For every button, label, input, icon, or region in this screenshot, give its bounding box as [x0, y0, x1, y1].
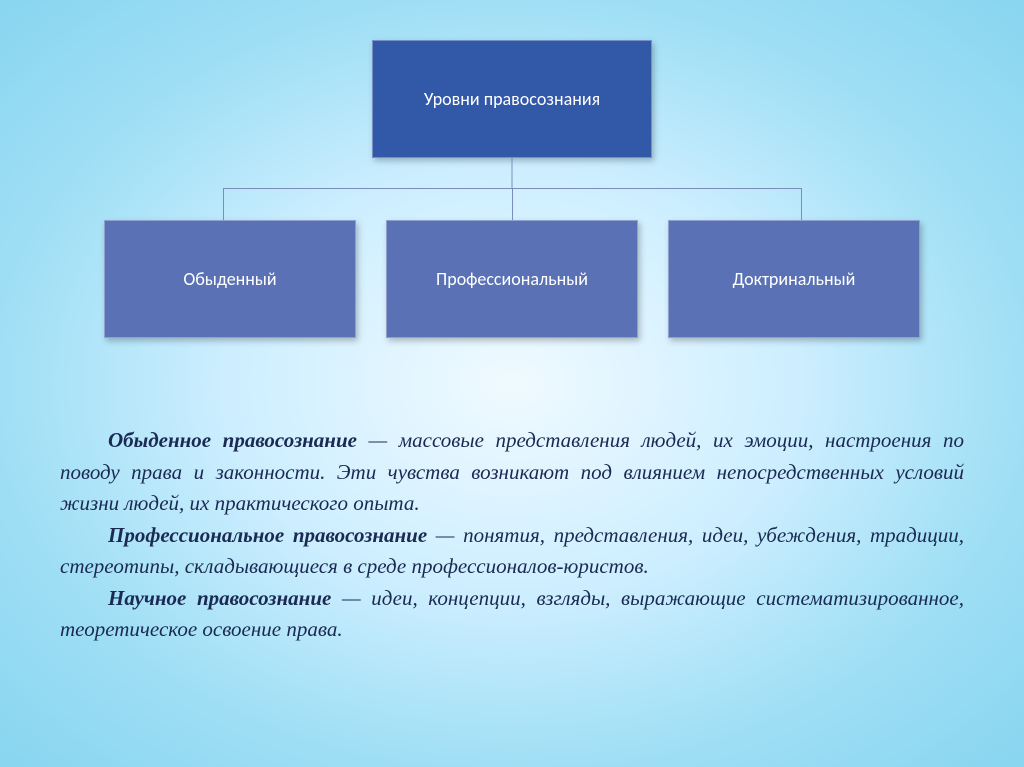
root-node: Уровни правосознания — [372, 40, 652, 158]
paragraph-3: Научное правосознание — идеи, концепции,… — [60, 583, 964, 646]
child-node-label: Обыденный — [183, 268, 276, 290]
connector-lines — [132, 158, 892, 220]
connector-vertical-top — [512, 158, 513, 188]
paragraph-2: Профессиональное правосознание — понятия… — [60, 520, 964, 583]
hierarchy-diagram: Уровни правосознания Обыденный Профессио… — [0, 40, 1024, 338]
paragraph-1: Обыденное правосознание — массовые предс… — [60, 425, 964, 520]
child-node-0: Обыденный — [104, 220, 356, 338]
child-node-label: Профессиональный — [436, 268, 588, 290]
connector-vertical-0 — [223, 188, 224, 220]
definitions-text: Обыденное правосознание — массовые предс… — [60, 425, 964, 646]
connector-vertical-2 — [801, 188, 802, 220]
root-node-label: Уровни правосознания — [424, 88, 600, 110]
term-1: Обыденное правосознание — [108, 428, 357, 452]
term-3: Научное правосознание — [108, 586, 331, 610]
children-row: Обыденный Профессиональный Доктринальный — [62, 220, 962, 338]
term-2: Профессиональное правосознание — [108, 523, 427, 547]
connector-vertical-1 — [512, 188, 513, 220]
child-node-label: Доктринальный — [733, 268, 856, 290]
child-node-2: Доктринальный — [668, 220, 920, 338]
child-node-1: Профессиональный — [386, 220, 638, 338]
